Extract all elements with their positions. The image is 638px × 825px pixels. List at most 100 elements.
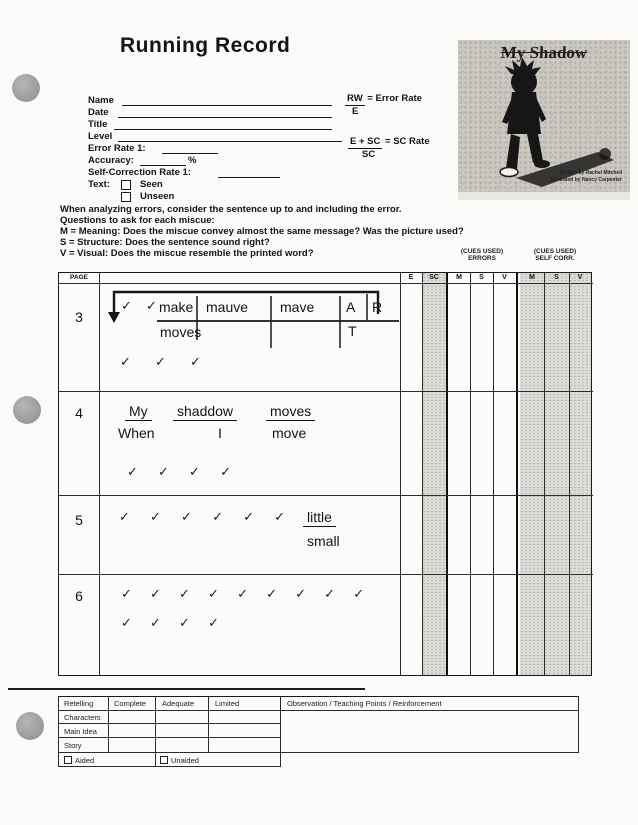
record-row-page-6: ✓ ✓ ✓ ✓ ✓ ✓ ✓ ✓ ✓ ✓ ✓ ✓ ✓ [99,574,400,677]
aided-checkbox [64,756,72,764]
instruction-line-4: S = Structure: Does the sentence sound r… [60,237,270,248]
hole-punch [12,74,40,102]
grid-line [400,273,402,675]
text-word: I [218,425,222,441]
grid-line [108,696,110,752]
running-record-table: PAGE E SC M S V M S V 3 4 5 6 [58,272,593,677]
check-marks: ✓ ✓ ✓ [120,355,201,370]
page-number: 4 [75,405,83,421]
col-header-s-selfcorr: S [554,274,559,281]
limited-header: Limited [215,699,240,708]
grid-line [59,495,593,497]
grid-line [58,737,280,739]
col-header-m-selfcorr: M [529,274,535,281]
page-column-header: PAGE [70,274,88,281]
repeat-mark: R [372,299,383,315]
page-number: 5 [75,512,83,528]
text-label: Text: [88,179,110,190]
child-silhouette-illustration [499,57,614,187]
cues-used-self-corr-label: (CUES USED) SELF CORR. [533,248,577,262]
book-cover-credits: Written by Rachel Mitchell Illustrated b… [549,170,622,183]
grid-line [155,696,157,767]
characters-row-label: Characters [64,712,101,722]
instruction-line-3: M = Meaning: Does the miscue convey almo… [60,226,464,237]
text-word: When [118,425,155,441]
sc-column-shading [422,273,446,675]
record-row-page-5: ✓ ✓ ✓ ✓ ✓ ✓ little small [99,495,400,574]
miscue-attempt: make [159,299,194,315]
col-header-s-errors: S [479,274,484,281]
name-label: Name [88,95,114,106]
self-correction-blank [218,166,280,178]
page-number: 3 [75,309,83,325]
col-header-m-errors: M [456,274,462,281]
cues-used-errors-label: (CUES USED) ERRORS [460,248,504,262]
grid-line [59,283,593,285]
level-label: Level [88,131,113,142]
unaided-checkbox [160,756,168,764]
selfcorr-v-shading [569,273,591,675]
check-marks: ✓ ✓ [121,299,157,314]
level-blank [118,130,342,142]
grid-line [280,696,282,767]
selfcorr-m-shading [520,273,544,675]
main-idea-row-label: Main Idea [64,726,97,736]
col-header-e: E [408,274,414,281]
grid-line [58,710,579,712]
formula2-numerator: E + SC [348,136,383,149]
grid-line [493,273,495,675]
formula1-numerator: RW [345,93,365,106]
grid-line [59,574,593,576]
hole-punch [13,396,41,424]
grid-line [58,765,280,767]
grid-line [59,391,593,393]
grid-line [569,273,571,675]
date-label: Date [88,107,109,118]
error-rate-formula: RW = Error Rate [345,93,422,106]
check-marks: ✓ ✓ ✓ ✓ ✓ ✓ [119,510,286,525]
sc-rate-formula: E + SC = SC Rate [348,136,430,149]
seen-checkbox [121,180,131,190]
instruction-line-5: V = Visual: Does the miscue resemble the… [60,248,314,259]
record-row-page-4: My shaddow moves When I move ✓ ✓ ✓ ✓ [99,391,400,495]
date-blank [118,106,332,118]
col-header-v-selfcorr: V [577,274,583,281]
selfcorr-s-shading [544,273,569,675]
check-marks: ✓ ✓ ✓ ✓ ✓ ✓ ✓ ✓ ✓ [121,587,365,602]
grid-line [58,696,60,767]
grid-line [422,273,424,675]
grid-line [58,723,280,725]
seen-label: Seen [140,179,163,190]
error-rate-label: Error Rate 1: [88,143,146,154]
book-cover-image: My Shadow Written by Rachel Mitchell Ill… [458,40,630,200]
formula1-denominator: E [352,106,359,117]
unaided-label: Unaided [171,755,199,765]
story-row-label: Story [64,741,82,750]
unseen-checkbox [121,192,131,202]
miscue-said: My [125,403,152,421]
grid-line [470,273,472,675]
grid-line [516,273,519,675]
appeal-mark: A [346,299,356,315]
text-word: move [272,425,307,441]
section-divider [8,688,365,690]
text-word: moves [160,324,202,340]
unseen-label: Unseen [140,191,175,202]
miscue-said: moves [266,403,316,421]
miscue-attempt: mave [280,299,315,315]
title-blank [114,118,332,130]
instruction-line-2: Questions to ask for each miscue: [60,215,215,226]
observation-header: Observation / Teaching Points / Reinforc… [287,699,442,708]
retelling-table: Retelling Complete Adequate Limited Obse… [58,696,579,767]
shadow-shape [516,152,614,187]
error-rate-blank [162,142,218,154]
col-header-v-errors: V [502,274,507,281]
grid-line [446,273,449,675]
grid-line [58,752,579,754]
col-header-sc: SC [429,274,439,281]
retelling-header: Retelling [64,699,94,708]
grid-line [58,696,579,698]
page-title: Running Record [120,34,291,57]
title-label: Title [88,119,108,130]
